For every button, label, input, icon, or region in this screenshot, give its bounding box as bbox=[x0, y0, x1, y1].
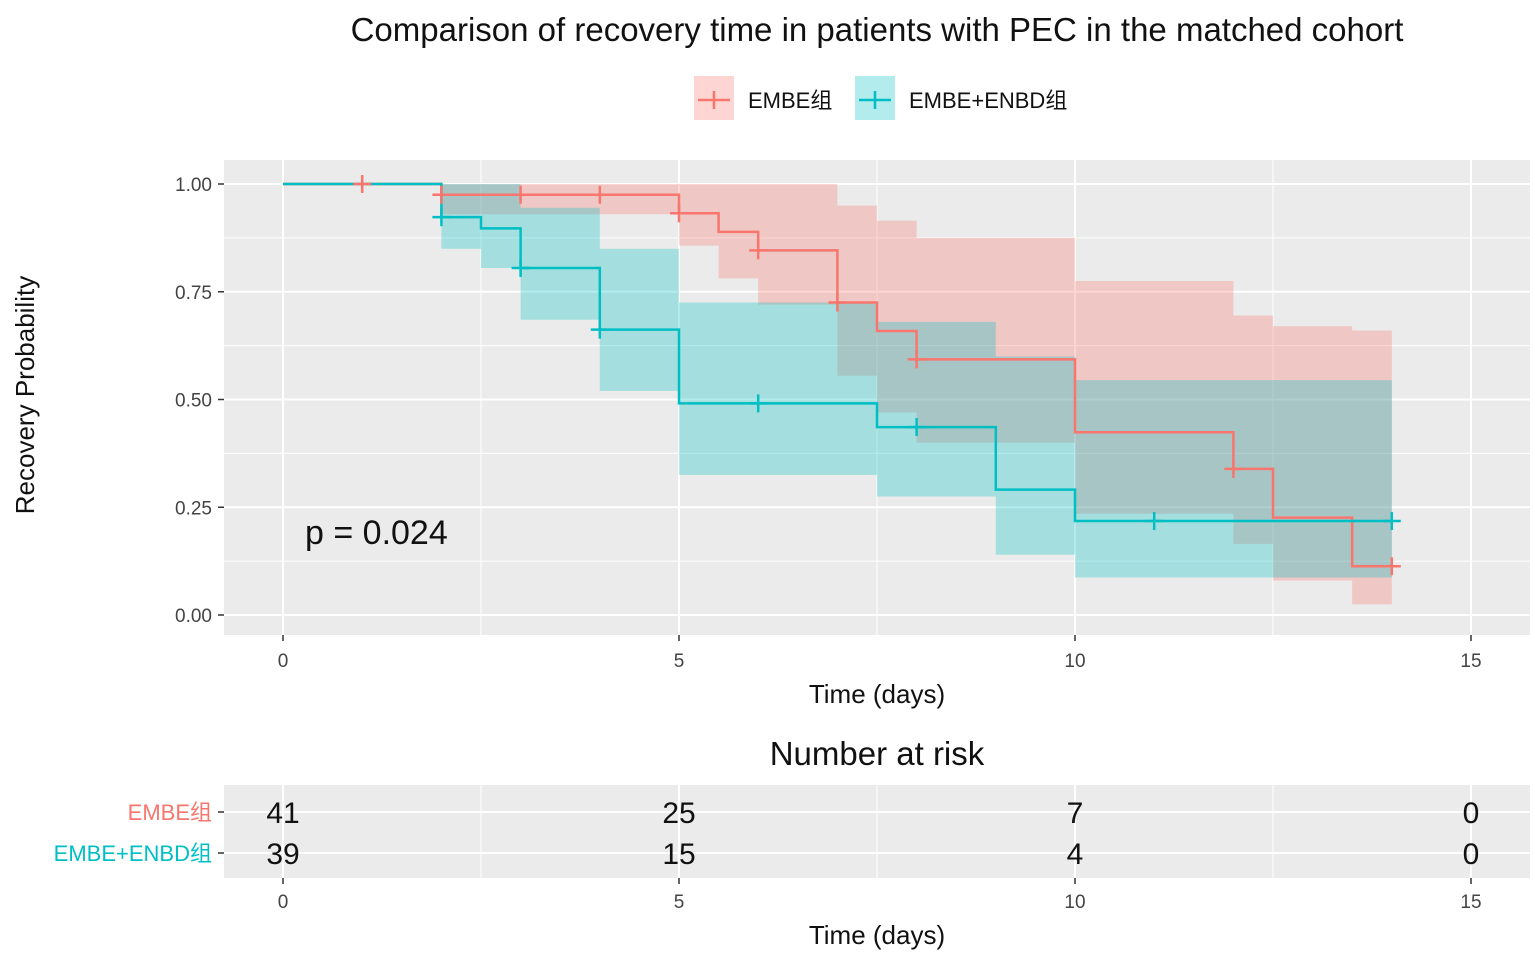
ci-band-0 bbox=[283, 184, 1392, 605]
legend-label: EMBE组 bbox=[748, 88, 832, 113]
risk-x-axis-title: Time (days) bbox=[809, 920, 945, 950]
censor-mark bbox=[353, 175, 372, 193]
x-tick-label: 10 bbox=[1064, 651, 1085, 672]
x-tick-label: 5 bbox=[674, 651, 685, 672]
risk-value: 4 bbox=[1067, 838, 1084, 871]
risk-value: 0 bbox=[1463, 838, 1480, 871]
x-axis-title: Time (days) bbox=[809, 679, 945, 709]
risk-row-label: EMBE+ENBD组 bbox=[54, 841, 212, 866]
risk-row-label: EMBE组 bbox=[128, 800, 212, 825]
risk-x-tick-label: 5 bbox=[674, 892, 685, 913]
p-value-annotation: p = 0.024 bbox=[305, 514, 448, 552]
censor-mark bbox=[670, 204, 688, 223]
y-tick-label: 1.00 bbox=[175, 175, 212, 196]
ci-band-1 bbox=[283, 184, 1392, 578]
censor-mark bbox=[828, 293, 847, 312]
risk-x-tick-label: 15 bbox=[1460, 892, 1481, 913]
risk-value: 25 bbox=[662, 797, 695, 830]
x-tick-label: 0 bbox=[278, 651, 289, 672]
risk-x-tick-label: 0 bbox=[278, 892, 289, 913]
censor-mark bbox=[907, 418, 926, 437]
censor-mark bbox=[1145, 512, 1164, 531]
censor-mark bbox=[432, 208, 451, 227]
censor-mark bbox=[1224, 459, 1243, 478]
x-tick-label: 15 bbox=[1460, 651, 1481, 672]
censor-mark bbox=[511, 185, 530, 204]
risk-value: 7 bbox=[1067, 797, 1084, 830]
y-axis-title: Recovery Probability bbox=[10, 276, 40, 514]
censor-mark bbox=[1382, 557, 1401, 576]
y-tick-label: 0.50 bbox=[175, 391, 212, 412]
chart-title: Comparison of recovery time in patients … bbox=[351, 11, 1404, 48]
risk-value: 41 bbox=[266, 797, 299, 830]
censor-mark bbox=[749, 394, 768, 413]
censor-mark bbox=[590, 320, 609, 339]
censor-mark bbox=[907, 350, 926, 369]
censor-mark bbox=[1382, 512, 1401, 531]
y-tick-label: 0.75 bbox=[175, 283, 212, 304]
y-tick-label: 0.00 bbox=[175, 606, 212, 627]
risk-x-tick-label: 10 bbox=[1064, 892, 1085, 913]
risk-value: 0 bbox=[1463, 797, 1480, 830]
legend-item-1: EMBE+ENBD组 bbox=[855, 76, 1067, 120]
risk-value: 15 bbox=[662, 838, 695, 871]
legend-item-0: EMBE组 bbox=[694, 76, 832, 120]
legend-label: EMBE+ENBD组 bbox=[909, 88, 1067, 113]
censor-mark bbox=[590, 185, 609, 204]
survival-line-1 bbox=[283, 182, 1392, 523]
censor-mark bbox=[432, 185, 451, 204]
y-tick-label: 0.25 bbox=[175, 498, 212, 519]
censor-mark bbox=[511, 259, 530, 278]
risk-value: 39 bbox=[266, 838, 299, 871]
censor-mark bbox=[749, 241, 768, 260]
risk-table-title: Number at risk bbox=[770, 735, 985, 772]
